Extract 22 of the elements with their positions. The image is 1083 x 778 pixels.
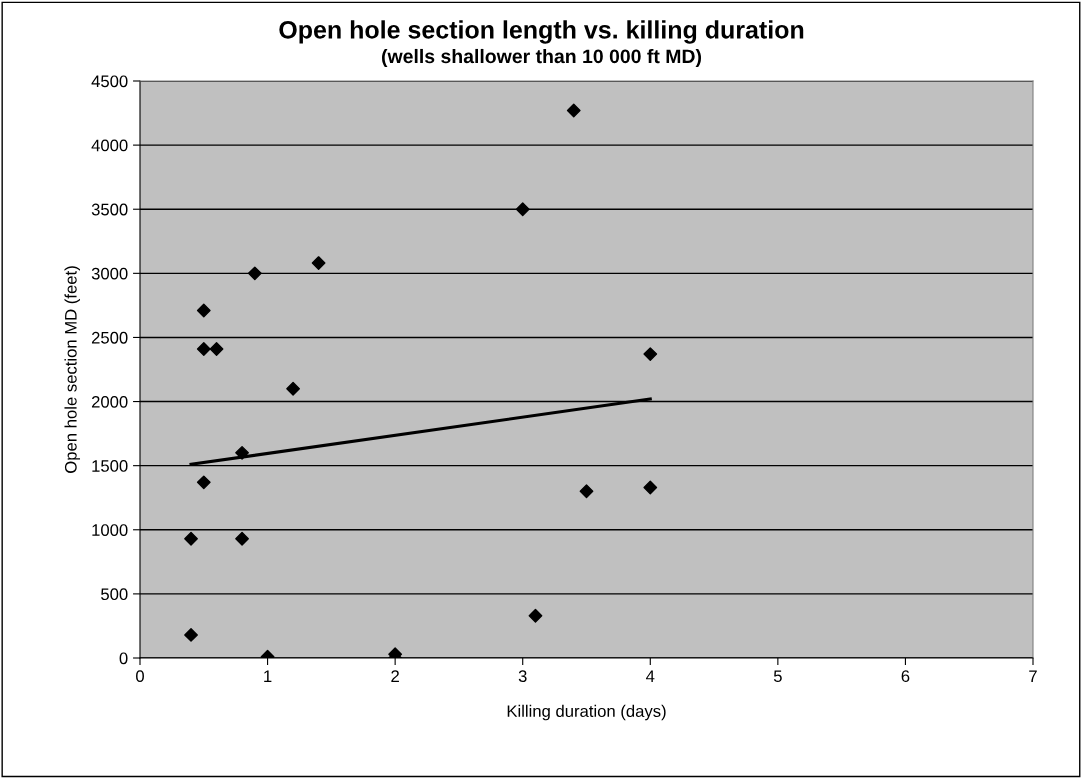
x-tick-label: 6 (901, 670, 910, 683)
y-tick-label: 500 (101, 588, 128, 601)
x-tick-label: 0 (136, 670, 144, 683)
y-tick-label: 1500 (92, 460, 128, 472)
x-tick-label: 1 (264, 670, 272, 682)
y-axis-title: Open hole section MD (feet) (64, 266, 81, 473)
x-axis-title: Killing duration (days) (507, 704, 666, 721)
y-tick-label: 3000 (91, 267, 128, 280)
y-tick-label: 2500 (91, 331, 128, 344)
x-tick-label: 3 (518, 670, 527, 683)
x-tick-label: 5 (773, 670, 782, 683)
chart-title: Open hole section length vs. killing duration (279, 20, 804, 44)
x-tick-label: 4 (646, 670, 655, 682)
y-tick-label: 4000 (91, 139, 128, 152)
y-tick-label: 4500 (91, 75, 128, 88)
y-tick-label: 2000 (91, 395, 128, 408)
x-tick-label: 7 (1029, 670, 1037, 682)
chart-subtitle: (wells shallower than 10 000 ft MD) (382, 48, 701, 68)
y-tick-label: 0 (119, 652, 128, 665)
x-tick-label: 2 (391, 670, 399, 682)
y-tick-label: 3500 (91, 203, 128, 216)
y-tick-label: 1000 (92, 524, 128, 536)
